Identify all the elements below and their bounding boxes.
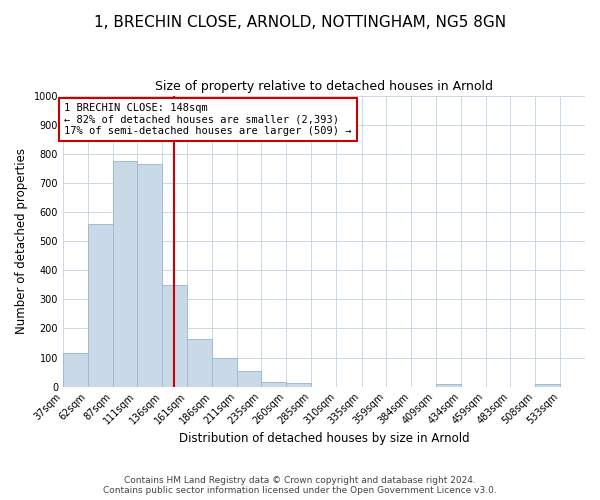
Text: 1, BRECHIN CLOSE, ARNOLD, NOTTINGHAM, NG5 8GN: 1, BRECHIN CLOSE, ARNOLD, NOTTINGHAM, NG… <box>94 15 506 30</box>
Bar <box>262 382 286 386</box>
Bar <box>436 384 461 386</box>
Y-axis label: Number of detached properties: Number of detached properties <box>15 148 28 334</box>
Bar <box>137 164 162 386</box>
Bar <box>237 370 262 386</box>
Bar <box>212 358 237 386</box>
Bar <box>162 285 187 386</box>
Text: Contains HM Land Registry data © Crown copyright and database right 2024.
Contai: Contains HM Land Registry data © Crown c… <box>103 476 497 495</box>
Bar <box>286 383 311 386</box>
Text: 1 BRECHIN CLOSE: 148sqm
← 82% of detached houses are smaller (2,393)
17% of semi: 1 BRECHIN CLOSE: 148sqm ← 82% of detache… <box>64 103 352 136</box>
Bar <box>187 338 212 386</box>
Bar <box>88 224 113 386</box>
Bar <box>63 353 88 386</box>
Title: Size of property relative to detached houses in Arnold: Size of property relative to detached ho… <box>155 80 493 93</box>
Bar <box>535 384 560 386</box>
X-axis label: Distribution of detached houses by size in Arnold: Distribution of detached houses by size … <box>179 432 469 445</box>
Bar <box>113 161 137 386</box>
